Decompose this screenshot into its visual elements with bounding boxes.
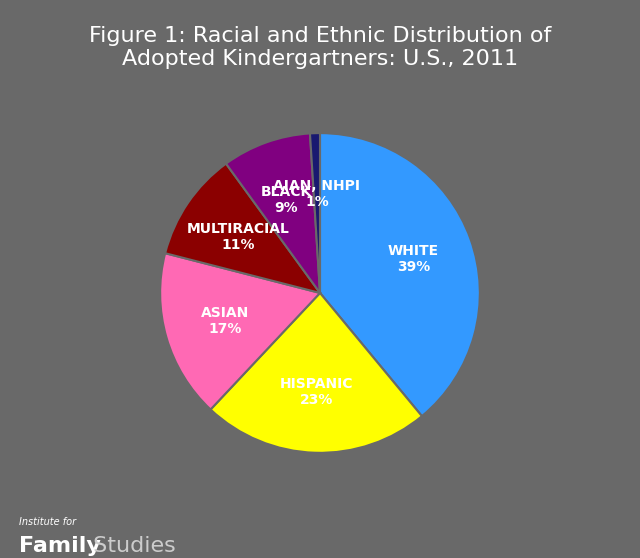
Text: AIAN, NHPI
1%: AIAN, NHPI 1% — [273, 179, 360, 209]
Text: HISPANIC
23%: HISPANIC 23% — [280, 377, 354, 407]
Wedge shape — [310, 133, 320, 293]
Text: ASIAN
17%: ASIAN 17% — [201, 306, 249, 336]
Title: Figure 1: Racial and Ethnic Distribution of
Adopted Kindergartners: U.S., 2011: Figure 1: Racial and Ethnic Distribution… — [89, 26, 551, 69]
Text: BLACK
9%: BLACK 9% — [261, 185, 312, 215]
Wedge shape — [320, 133, 480, 416]
Wedge shape — [226, 133, 320, 293]
Text: Institute for: Institute for — [19, 517, 76, 527]
Text: Studies: Studies — [86, 536, 176, 556]
Wedge shape — [211, 293, 422, 453]
Text: MULTIRACIAL
11%: MULTIRACIAL 11% — [187, 222, 289, 252]
Wedge shape — [160, 253, 320, 410]
Wedge shape — [165, 163, 320, 293]
Text: Family: Family — [19, 536, 101, 556]
Text: WHITE
39%: WHITE 39% — [388, 244, 439, 275]
